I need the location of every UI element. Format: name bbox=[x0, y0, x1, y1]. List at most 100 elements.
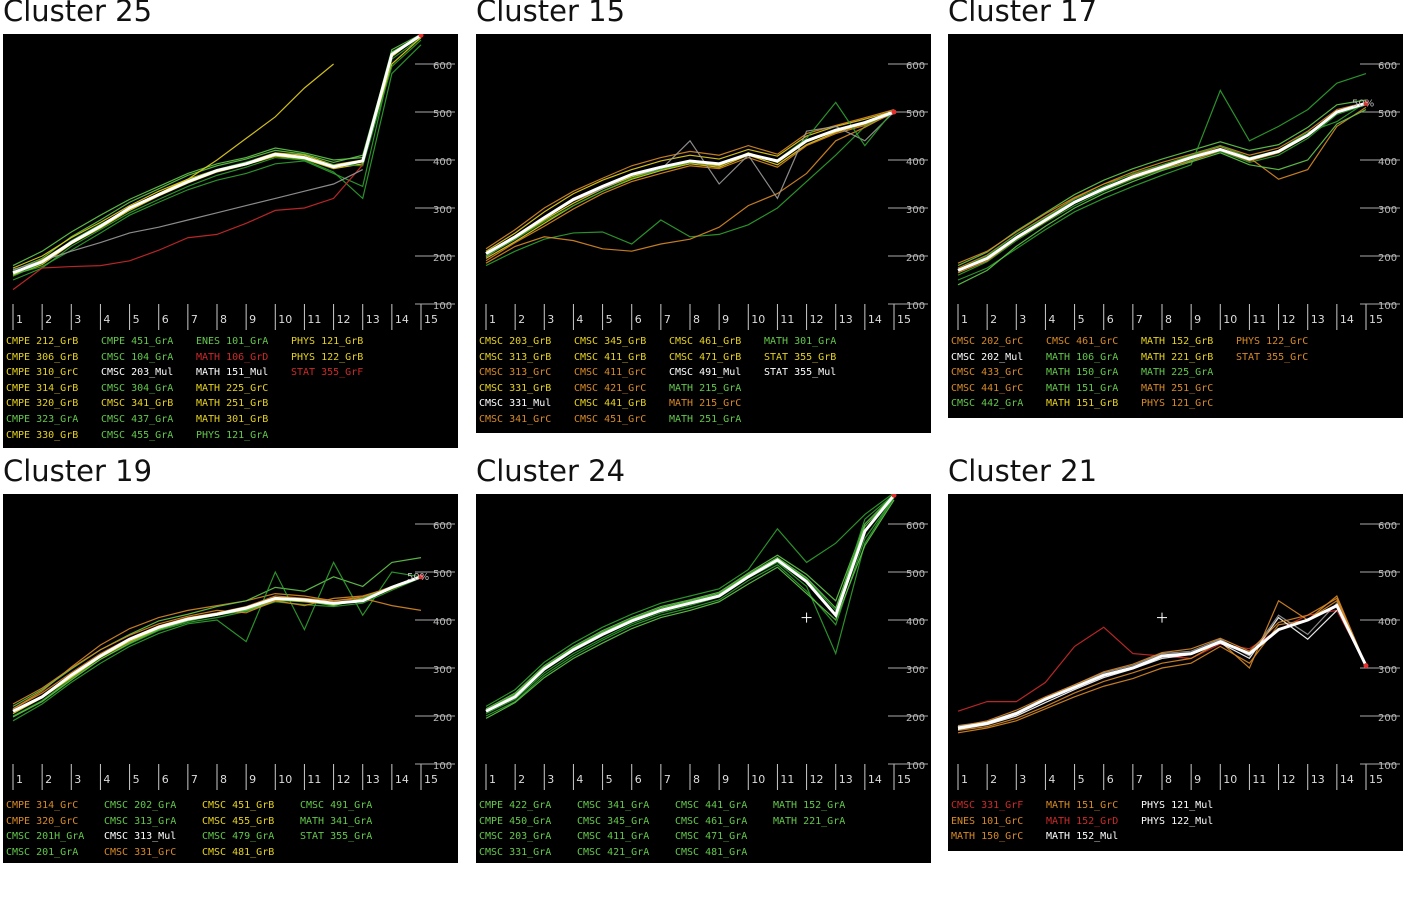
y-tick-label: 200 bbox=[1378, 253, 1397, 264]
y-tick-label: 400 bbox=[906, 617, 925, 628]
chart-box: 1 2 3 4 5 6 7 8 9 10 11 12 13 14 15 100 200 300 400 500 600 … bbox=[476, 34, 931, 433]
series-line bbox=[485, 497, 895, 717]
x-tick-label: 2 bbox=[518, 773, 525, 786]
endpoint-marker bbox=[891, 494, 897, 498]
x-tick-label: 9 bbox=[722, 313, 729, 326]
x-tick-label: 3 bbox=[74, 313, 81, 326]
series-line bbox=[12, 557, 422, 707]
legend-item: CMSC 313_GrA bbox=[104, 815, 177, 827]
endpoint-marker bbox=[891, 109, 897, 115]
legend-item: MATH 151_Mul bbox=[196, 367, 269, 379]
x-tick-label: 7 bbox=[664, 313, 671, 326]
x-tick-label: 15 bbox=[424, 313, 438, 326]
x-tick-label: 3 bbox=[547, 773, 554, 786]
legend-item: MATH 221_GrA bbox=[773, 815, 846, 827]
mean-line bbox=[485, 110, 895, 255]
series-line bbox=[12, 169, 363, 271]
legend-item: CMSC 202_GrC bbox=[951, 336, 1024, 347]
x-tick-label: 1 bbox=[489, 313, 496, 326]
x-tick-label: 3 bbox=[547, 313, 554, 326]
y-tick-label: 400 bbox=[906, 157, 925, 168]
series-line bbox=[485, 111, 895, 267]
legend-item: MATH 151_GrA bbox=[1046, 382, 1119, 394]
x-tick-label: 6 bbox=[635, 773, 642, 786]
legend-item: PHYS 122_GrB bbox=[291, 351, 364, 363]
legend-item: MATH 106_GrD bbox=[196, 351, 269, 363]
y-tick-label: 300 bbox=[1378, 205, 1397, 216]
y-tick-label: 500 bbox=[1378, 109, 1397, 120]
legend-item: CMSC 203_GrA bbox=[479, 831, 552, 843]
chart-title: Cluster 24 bbox=[476, 454, 626, 488]
endpoint-marker bbox=[1363, 100, 1369, 106]
legend-item: CMPE 451_GrA bbox=[101, 336, 174, 347]
x-tick-label: 9 bbox=[249, 313, 256, 326]
legend-item: MATH 251_GrC bbox=[1141, 382, 1214, 394]
series-line bbox=[485, 110, 895, 252]
x-tick-label: 10 bbox=[1223, 313, 1237, 326]
x-tick-label: 3 bbox=[1019, 773, 1026, 786]
x-tick-label: 12 bbox=[1282, 773, 1296, 786]
legend-item: CMSC 331_Mul bbox=[479, 398, 552, 410]
series-line bbox=[12, 34, 422, 267]
series-line bbox=[957, 73, 1367, 281]
x-tick-label: 5 bbox=[133, 313, 140, 326]
x-tick-label: 10 bbox=[278, 773, 292, 786]
y-tick-label: 600 bbox=[433, 61, 452, 72]
legend-item: ENES 101_GrC bbox=[951, 815, 1024, 827]
x-tick-label: 14 bbox=[1340, 773, 1354, 786]
y-tick-label: 400 bbox=[433, 617, 452, 628]
endpoint-marker bbox=[418, 34, 424, 38]
x-tick-label: 8 bbox=[693, 773, 700, 786]
legend-item: CMSC 201_GrA bbox=[6, 846, 79, 858]
series-line bbox=[12, 37, 422, 275]
x-tick-label: 7 bbox=[664, 773, 671, 786]
legend-item: MATH 225_GrC bbox=[196, 382, 269, 394]
legend-item: CMSC 341_GrC bbox=[479, 414, 552, 425]
series-annotation: 50% bbox=[407, 572, 429, 583]
chart-plot: 1 2 3 4 5 6 7 8 9 10 11 12 13 14 151002003004005006005… bbox=[12, 521, 455, 790]
x-tick-label: 4 bbox=[103, 773, 110, 786]
x-tick-label: 2 bbox=[990, 773, 997, 786]
legend-item: STAT 355_GrA bbox=[300, 831, 373, 843]
legend-item: MATH 152_Mul bbox=[1046, 831, 1119, 843]
chart-title: Cluster 25 bbox=[3, 0, 153, 28]
series-line bbox=[957, 599, 1367, 734]
x-tick-label: 11 bbox=[780, 773, 794, 786]
y-tick-label: 500 bbox=[1378, 569, 1397, 580]
y-tick-label: 600 bbox=[1378, 61, 1397, 72]
legend-item: CMSC 202_GrA bbox=[104, 800, 177, 811]
legend-item: PHYS 121_GrC bbox=[1141, 398, 1214, 410]
legend-item: CMSC 481_GrB bbox=[202, 846, 275, 858]
legend-item: CMSC 331_GrF bbox=[951, 800, 1024, 811]
x-tick-label: 8 bbox=[1165, 313, 1172, 326]
x-tick-label: 11 bbox=[307, 773, 321, 786]
x-tick-label: 14 bbox=[868, 773, 882, 786]
chart-title: Cluster 17 bbox=[948, 0, 1098, 28]
series-line bbox=[485, 494, 894, 707]
x-tick-label: 9 bbox=[249, 773, 256, 786]
x-tick-label: 13 bbox=[839, 773, 853, 786]
x-tick-label: 9 bbox=[1194, 313, 1201, 326]
x-tick-label: 12 bbox=[1282, 313, 1296, 326]
legend-item: CMSC 341_GrA bbox=[577, 800, 650, 811]
x-tick-label: 3 bbox=[1019, 313, 1026, 326]
x-tick-label: 12 bbox=[810, 773, 824, 786]
x-tick-label: 1 bbox=[16, 313, 23, 326]
legend-item: CMSC 331_GrC bbox=[104, 846, 177, 858]
x-tick-label: 6 bbox=[162, 313, 169, 326]
y-tick-label: 200 bbox=[906, 253, 925, 264]
legend-item: MATH 341_GrA bbox=[300, 815, 373, 827]
legend-item: MATH 151_GrC bbox=[1046, 800, 1119, 811]
x-tick-label: 6 bbox=[1107, 313, 1114, 326]
legend-item: CMSC 421_GrC bbox=[574, 382, 647, 394]
legend-item: PHYS 121_GrB bbox=[291, 336, 364, 347]
mean-line bbox=[957, 603, 1368, 730]
series-line bbox=[12, 37, 422, 269]
legend-item: MATH 301_GrA bbox=[764, 336, 837, 347]
series-line bbox=[12, 63, 334, 274]
chart-box: 1 2 3 4 5 6 7 8 9 10 11 12 13 14 15 100 200 300 400 500 600 … bbox=[3, 34, 458, 448]
legend-item: CMSC 471_GrB bbox=[669, 351, 742, 363]
legend-item: MATH 221_GrB bbox=[1141, 351, 1214, 363]
